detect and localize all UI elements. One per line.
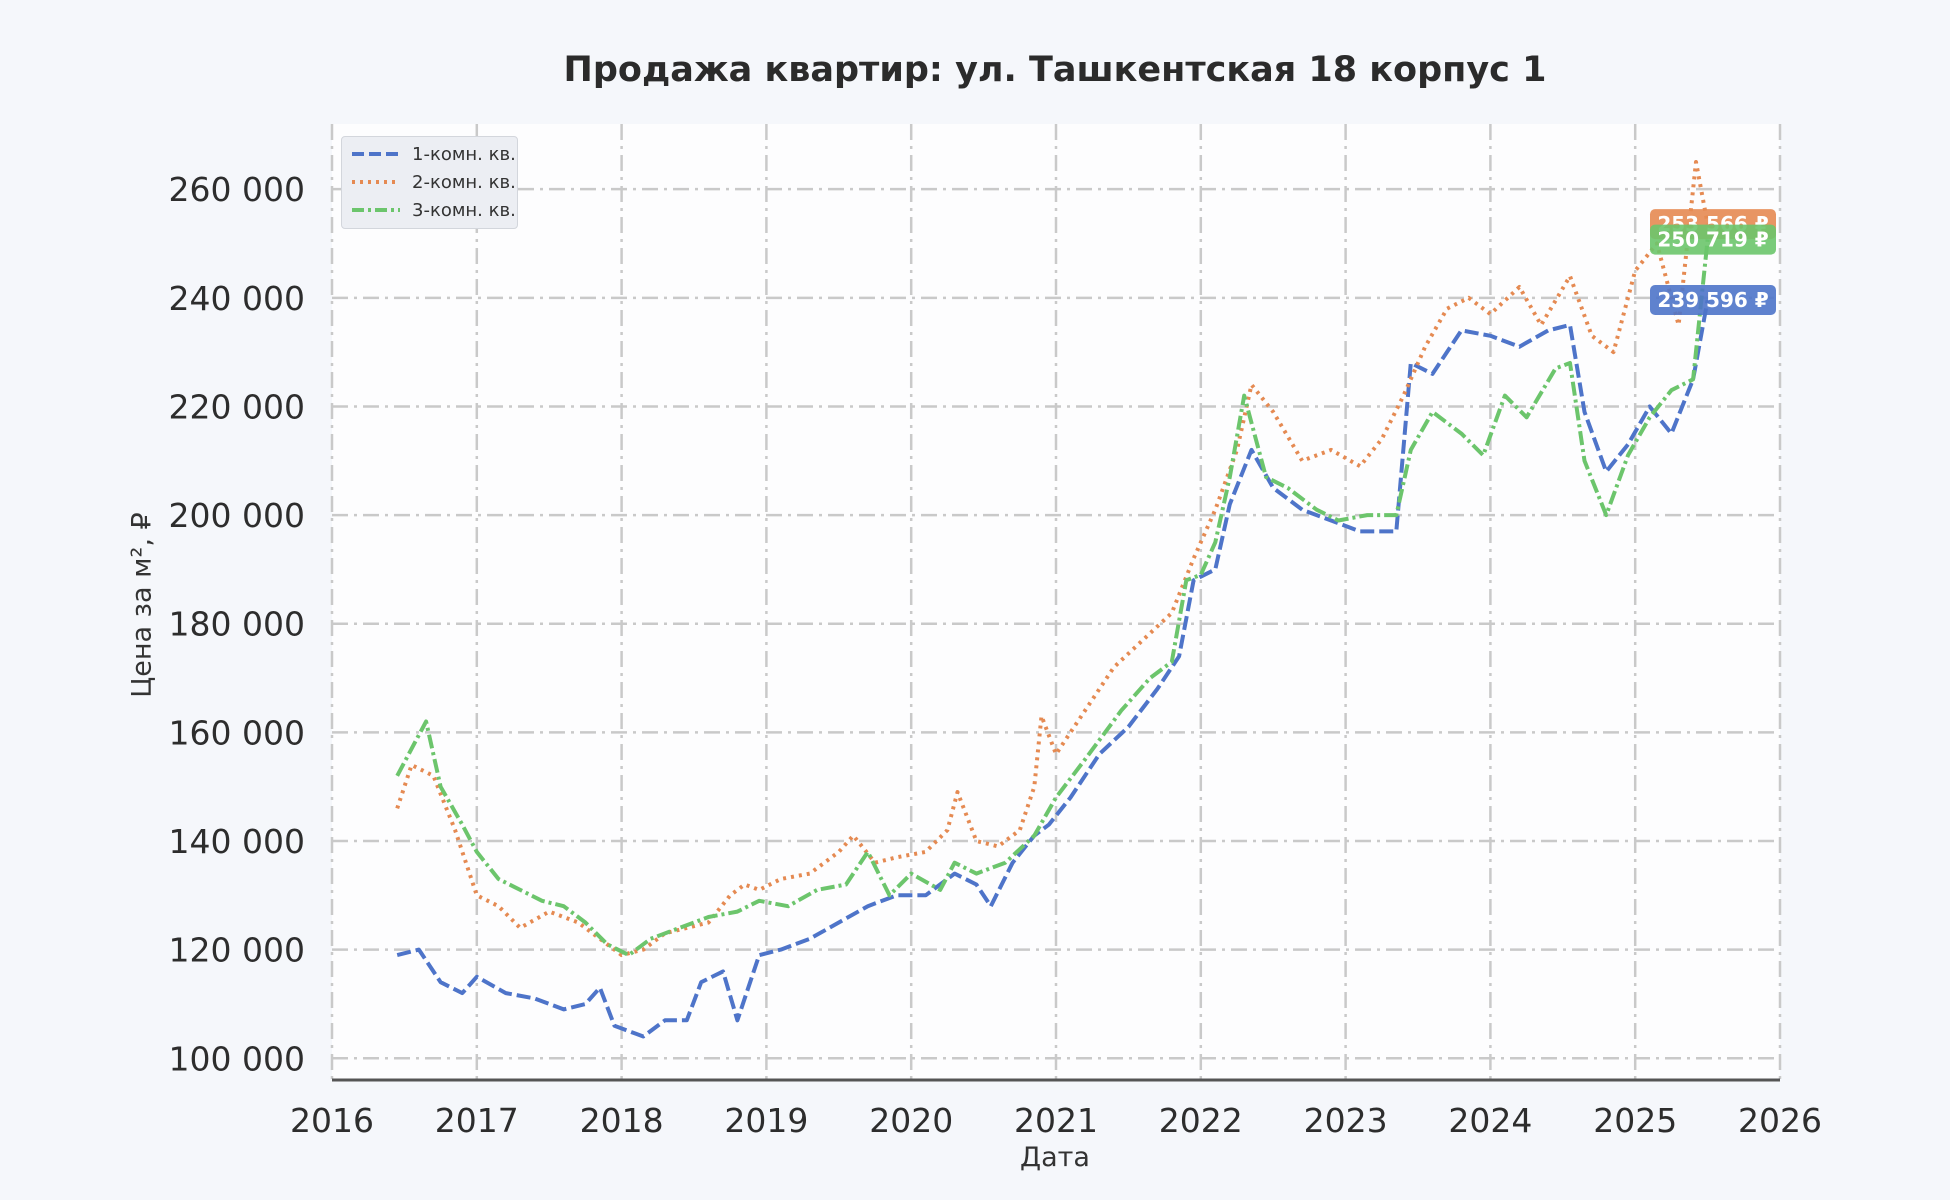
chart-title: Продажа квартир: ул. Ташкентская 18 корп… <box>563 50 1547 90</box>
x-tick-label: 2026 <box>1738 1101 1822 1140</box>
x-tick-label: 2021 <box>1014 1101 1098 1140</box>
legend-item-3: 3-комн. кв. <box>350 197 516 223</box>
y-ticks: 100 000 120 000 140 000 160 000 180 000 200 0… <box>169 170 305 1078</box>
end-labels: 253 566 ₽250 719 ₽239 596 ₽ <box>1650 209 1776 316</box>
x-tick-label: 2016 <box>290 1101 374 1140</box>
grid <box>330 124 1782 1080</box>
x-tick-label: 2018 <box>580 1101 664 1140</box>
x-tick-label: 2025 <box>1593 1101 1677 1140</box>
y-axis-label: Цена за м², ₽ <box>126 512 158 698</box>
y-tick-label: 180 000 <box>169 605 305 644</box>
legend-item-2: 2-комн. кв. <box>350 169 516 195</box>
x-ticks: 2016 2017 2018 2019 2020 2021 2022 2023 2024 2025… <box>290 1101 1822 1140</box>
series-layer <box>395 160 1710 1039</box>
y-tick-label: 220 000 <box>169 387 305 426</box>
end-label-bg-3 <box>1650 224 1776 255</box>
series-line-3 <box>395 239 1710 958</box>
x-tick-label: 2024 <box>1448 1101 1532 1140</box>
x-tick-label: 2019 <box>724 1101 808 1140</box>
legend-label-1: 1-комн. кв. <box>412 143 516 165</box>
legend-item-1: 1-комн. кв. <box>350 141 516 167</box>
y-tick-label: 140 000 <box>169 822 305 861</box>
end-label-bg-1 <box>1650 285 1776 316</box>
legend: 1-комн. кв. 2-комн. кв. 3-комн. кв. <box>341 136 518 229</box>
legend-swatch-3 <box>352 208 400 212</box>
series-line-2 <box>395 160 1710 958</box>
x-tick-label: 2023 <box>1304 1101 1388 1140</box>
legend-label-3: 3-комн. кв. <box>412 199 516 221</box>
y-tick-label: 260 000 <box>169 170 305 209</box>
x-tick-label: 2020 <box>869 1101 953 1140</box>
end-label-3: 250 719 ₽ <box>1657 228 1768 252</box>
legend-label-2: 2-комн. кв. <box>412 171 516 193</box>
end-label-1: 239 596 ₽ <box>1657 288 1768 312</box>
x-axis-label: Дата <box>1020 1142 1090 1173</box>
legend-swatch-2 <box>352 180 400 184</box>
y-tick-label: 120 000 <box>169 931 305 970</box>
x-tick-label: 2022 <box>1159 1101 1243 1140</box>
y-tick-label: 200 000 <box>169 496 305 535</box>
y-tick-label: 100 000 <box>169 1039 305 1078</box>
x-tick-label: 2017 <box>435 1101 519 1140</box>
legend-swatch-1 <box>352 152 400 156</box>
y-tick-label: 160 000 <box>169 713 305 752</box>
y-tick-label: 240 000 <box>169 279 305 318</box>
